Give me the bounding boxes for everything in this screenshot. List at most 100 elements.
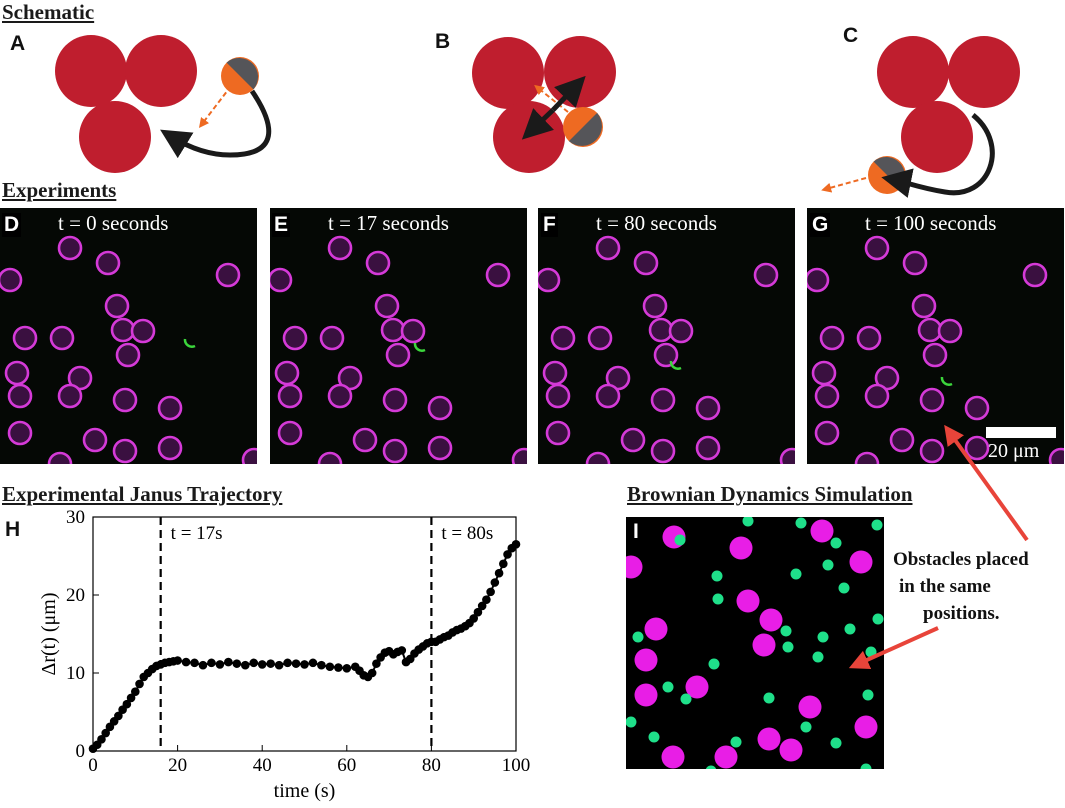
data-point (317, 660, 326, 670)
fluorescent-colloid (82, 427, 108, 453)
time-label: t = 100 seconds (865, 211, 997, 235)
obstacle-particle (849, 550, 873, 574)
propulsion-direction-arrow (821, 177, 867, 193)
fluorescent-colloid (270, 267, 293, 293)
obstacle-particle (661, 745, 685, 769)
data-point (131, 687, 140, 697)
x-tick-label: 40 (253, 755, 272, 776)
data-point (232, 659, 242, 668)
data-point (473, 607, 483, 617)
fluorescent-colloid (1048, 447, 1064, 464)
active-particle (812, 651, 824, 663)
fluorescent-colloid (511, 447, 527, 464)
x-tick-label: 20 (168, 755, 187, 776)
fluorescent-colloid (400, 318, 426, 344)
obstacle-particle (948, 36, 1020, 108)
fluorescent-colloid (352, 427, 378, 453)
data-point (503, 550, 512, 559)
obstacle-particle (644, 617, 668, 641)
active-particle (782, 641, 794, 653)
fluorescent-colloid (545, 420, 571, 446)
data-point (308, 658, 318, 668)
simulation-section-title: Brownian Dynamics Simulation (627, 482, 913, 506)
active-particle (708, 658, 720, 670)
active-particle (626, 716, 637, 728)
active-particle (865, 646, 877, 658)
y-tick-label: 0 (76, 741, 86, 762)
fluorescent-colloid (911, 293, 937, 319)
active-particle (674, 534, 686, 546)
fluorescent-colloid (427, 395, 453, 421)
active-particle (872, 613, 884, 625)
fluorescent-colloid (49, 325, 75, 351)
fluorescent-colloid (550, 325, 576, 351)
janus-particle-fluorescence (669, 360, 682, 370)
obstacle-particle (714, 745, 738, 769)
obstacle-particle (634, 683, 658, 707)
fluorescent-colloid (587, 325, 613, 351)
obstacle-particle (55, 35, 127, 107)
data-point (126, 693, 136, 703)
fluorescent-colloid (964, 435, 990, 461)
data-point (325, 662, 335, 672)
micrograph-frame-t80: t = 80 seconds (538, 208, 795, 464)
fluorescent-colloid (277, 383, 303, 409)
active-particle (648, 731, 660, 743)
janus-particle (868, 156, 906, 194)
schematic-section-title: Schematic (2, 0, 95, 24)
fluorescent-colloid (7, 420, 33, 446)
data-point (334, 663, 343, 672)
fluorescent-colloid (917, 317, 943, 343)
data-point (215, 660, 225, 669)
data-point (477, 601, 487, 611)
panel-label-h: H (5, 518, 21, 541)
simulation-snapshot (626, 517, 884, 769)
fluorescent-colloid (385, 342, 411, 368)
panel-label-e: E (272, 213, 291, 237)
fluorescent-colloid (112, 387, 138, 413)
fluorescent-colloid (668, 318, 694, 344)
data-point (511, 540, 521, 549)
fluorescent-colloid (1022, 262, 1048, 288)
data-point (274, 660, 284, 670)
fluorescent-colloid (57, 383, 83, 409)
x-tick-label: 100 (502, 755, 531, 776)
obstacle-particle (626, 555, 643, 579)
fluorescent-colloid (215, 262, 241, 288)
active-particle (763, 692, 775, 704)
data-point (114, 711, 123, 721)
fluorescent-colloid (374, 293, 400, 319)
obstacle-particle (798, 695, 822, 719)
micrograph-frame-t100: t = 100 seconds (807, 208, 1064, 464)
propulsion-direction-arrow (534, 84, 569, 113)
data-point (207, 658, 216, 668)
schematic-c (821, 36, 1020, 198)
panel-label-g: G (810, 213, 831, 237)
fluorescent-colloid (47, 451, 73, 464)
active-particle (711, 570, 723, 582)
fluorescent-colloid (382, 387, 408, 413)
data-point (240, 660, 250, 670)
x-tick-label: 60 (337, 755, 356, 776)
fluorescent-colloid (380, 317, 406, 343)
fluorescent-colloid (919, 387, 945, 413)
fluorescent-colloid (95, 250, 121, 276)
janus-particle-fluorescence (413, 342, 426, 352)
fluorescent-colloid (937, 318, 963, 344)
data-point (482, 595, 491, 604)
obstacle-particle (634, 648, 658, 672)
data-point (181, 657, 191, 667)
reference-line-label: t = 17s (171, 523, 223, 544)
x-tick-label: 0 (88, 755, 98, 776)
data-point (190, 658, 199, 668)
obstacle-particle (779, 738, 803, 762)
fluorescent-colloid (620, 427, 646, 453)
fluorescent-colloid (595, 235, 621, 261)
active-particle (742, 517, 754, 527)
fluorescent-colloid (157, 395, 183, 421)
active-particle (632, 631, 644, 643)
panel-label-f: F (541, 213, 558, 237)
obstacle-particle (685, 675, 709, 699)
obstacle-particle (810, 519, 834, 543)
fluorescent-colloid (919, 438, 945, 464)
